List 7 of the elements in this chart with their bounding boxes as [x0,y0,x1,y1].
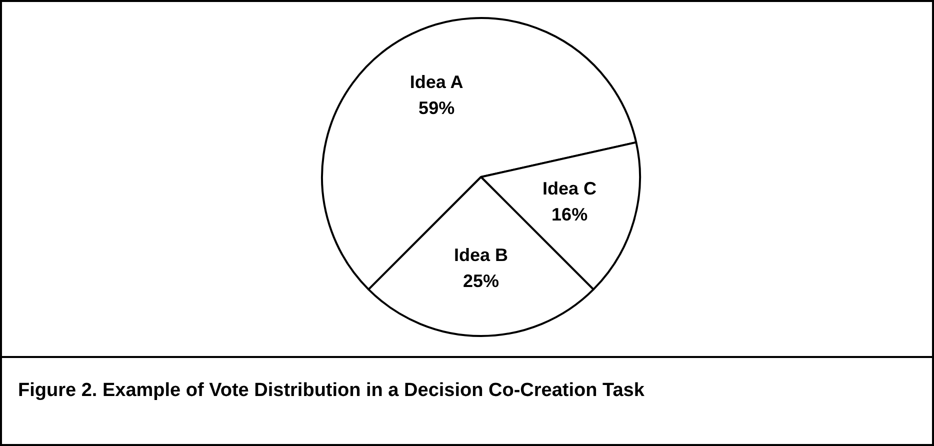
slice-label: Idea B [454,245,508,266]
data-label: 59% [418,98,455,118]
data-label: 16% [552,204,588,225]
text: Figure 2. Example of Vote Distribution in a Decision Co-Creation Task [17,379,646,403]
slice-label: Idea C [542,178,597,199]
slice-label: Idea A [410,72,464,92]
data-label: 25% [462,271,500,292]
